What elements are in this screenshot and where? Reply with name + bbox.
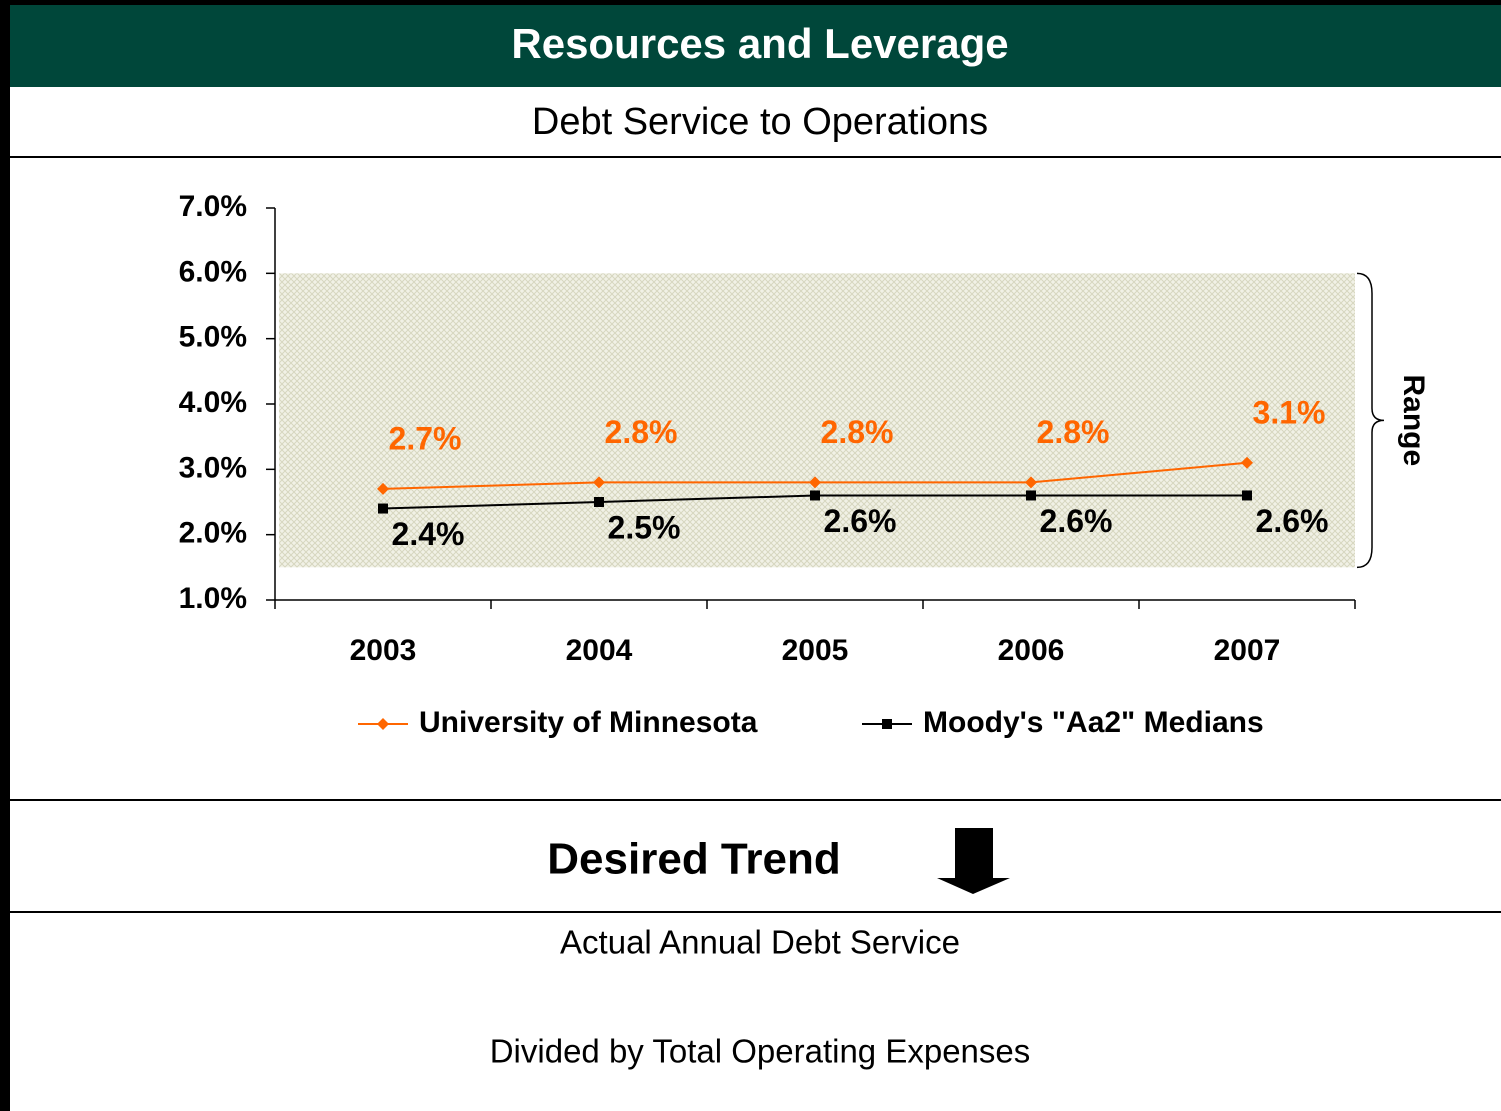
y-tick-label: 2.0% (179, 517, 247, 550)
y-tick-label: 4.0% (179, 386, 247, 419)
data-label: 2.7% (389, 420, 462, 456)
left-border (0, 0, 10, 1111)
header-bar (10, 5, 1501, 87)
range-brace (1356, 272, 1385, 569)
header-title: Resources and Leverage (511, 20, 1008, 67)
data-label: 2.6% (1040, 503, 1113, 539)
legend-label: Moody's "Aa2" Medians (923, 706, 1264, 739)
y-tick-label: 7.0% (179, 190, 247, 223)
data-point (377, 482, 389, 495)
x-tick-label: 2007 (1214, 634, 1281, 667)
data-point (1241, 456, 1253, 469)
data-point (810, 490, 820, 501)
x-tick-label: 2004 (566, 634, 633, 667)
data-label: 2.8% (1037, 414, 1110, 450)
trend-arrow (937, 828, 1010, 894)
data-point (1242, 490, 1252, 501)
data-point (809, 476, 821, 489)
data-label: 2.6% (824, 503, 897, 539)
chart: Range 1.0% 2.0% 3.0% 4.0% 5.0% 6.0% 7.0% 2003 200… (179, 190, 1430, 739)
y-tick-label: 1.0% (179, 582, 247, 615)
range-band (279, 273, 1355, 568)
x-tick-label: 2006 (998, 634, 1065, 667)
definition-denominator: Divided by Total Operating Expenses (490, 1033, 1031, 1070)
data-label: 2.6% (1256, 503, 1329, 539)
subtitle: Debt Service to Operations (532, 101, 988, 143)
legend-marker (377, 718, 389, 730)
data-label: 3.1% (1253, 394, 1326, 430)
y-tick-label: 6.0% (179, 255, 247, 288)
data-point (1025, 476, 1037, 489)
legend-label: University of Minnesota (419, 706, 758, 739)
y-tick-label: 5.0% (179, 321, 247, 354)
x-tick-label: 2005 (782, 634, 849, 667)
x-tick-label: 2003 (350, 634, 417, 667)
data-point (593, 476, 605, 489)
data-point (378, 503, 388, 514)
top-border (0, 0, 1501, 5)
range-label: Range (1397, 374, 1430, 466)
data-point (1026, 490, 1036, 501)
data-label: 2.4% (392, 516, 465, 552)
legend-marker (882, 719, 892, 729)
data-label: 2.8% (821, 414, 894, 450)
definition-numerator: Actual Annual Debt Service (560, 924, 960, 961)
trend-label: Desired Trend (547, 835, 840, 884)
data-label: 2.5% (608, 509, 681, 545)
y-tick-label: 3.0% (179, 451, 247, 484)
data-point (594, 497, 604, 507)
data-label: 2.8% (605, 414, 678, 450)
